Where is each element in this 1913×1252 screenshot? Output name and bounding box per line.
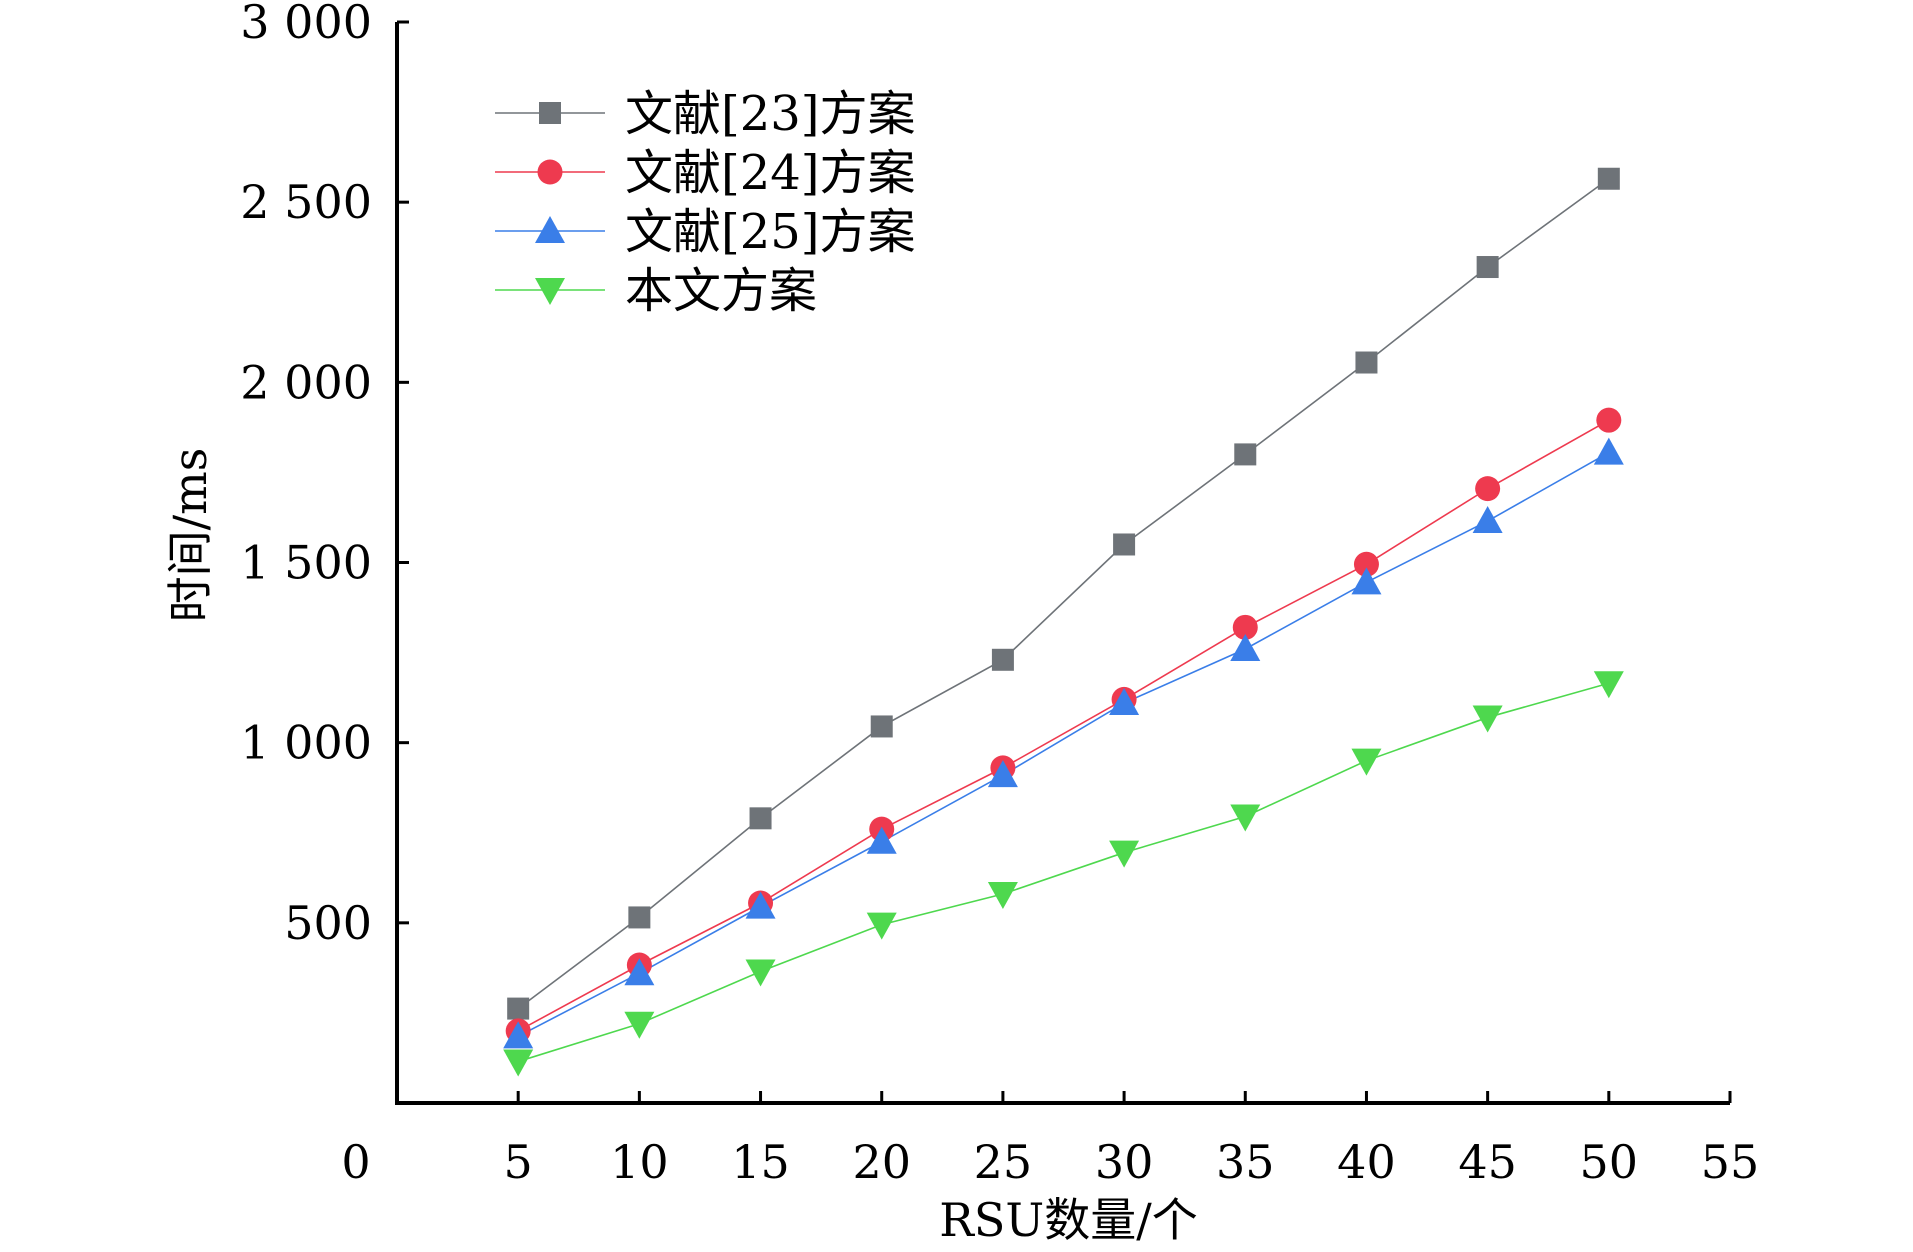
legend-marker [537, 159, 563, 185]
y-tick-label: 1 500 [240, 536, 372, 590]
x-tick-label: 50 [1580, 1135, 1639, 1189]
x-axis-title: RSU数量/个 [939, 1193, 1197, 1247]
data-point [1234, 443, 1257, 466]
data-point [1109, 840, 1140, 868]
data-point [987, 760, 1018, 788]
legend-marker [539, 102, 561, 124]
series-line [517, 419, 1610, 1032]
data-point [624, 1011, 655, 1039]
x-tick-label: 10 [610, 1135, 669, 1189]
y-axis-title: 时间/ms [163, 448, 217, 623]
legend-label: 文献[23]方案 [625, 86, 916, 142]
y-tick-label: 2 000 [240, 355, 372, 409]
x-tick-label: 25 [974, 1135, 1033, 1189]
legend-label: 文献[24]方案 [625, 145, 916, 201]
data-point [1355, 351, 1378, 374]
x-tick-label: 35 [1216, 1135, 1275, 1189]
x-tick-label: 20 [852, 1135, 911, 1189]
axes: 500 1 000 1 500 2 000 2 500 3 000 0 5 10 15 20 25 30… [163, 0, 1759, 1247]
data-point [1232, 614, 1258, 640]
data-point [1109, 688, 1140, 716]
legend-marker [535, 278, 565, 305]
data-point [1593, 437, 1624, 465]
data-point [503, 1049, 534, 1077]
legend-label: 本文方案 [625, 263, 817, 319]
data-point [866, 912, 897, 940]
y-tick-label: 2 500 [240, 175, 372, 229]
x-tick-label: 45 [1458, 1135, 1517, 1189]
data-point [1351, 748, 1382, 776]
data-point [1351, 567, 1382, 595]
data-point [1472, 705, 1503, 733]
series-markers [503, 167, 1624, 1077]
data-point [991, 648, 1014, 671]
y-tick-label: 3 000 [240, 0, 372, 49]
data-point [628, 906, 651, 929]
data-point [1113, 533, 1136, 556]
series-line [517, 682, 1610, 1063]
series-line [517, 451, 1610, 1038]
data-point [987, 882, 1018, 910]
data-point [1596, 407, 1622, 433]
legend-marker [535, 216, 565, 243]
data-point [1597, 167, 1620, 190]
x-tick-label: 55 [1701, 1135, 1760, 1189]
data-point [745, 959, 776, 987]
data-point [1230, 804, 1261, 832]
data-point [745, 891, 776, 919]
series-line [517, 178, 1610, 1010]
x-tick-label: 30 [1095, 1135, 1154, 1189]
data-point [1353, 551, 1379, 577]
data-point [1475, 476, 1501, 502]
x-tick-label: 0 [341, 1135, 370, 1189]
y-tick-label: 1 000 [240, 716, 372, 770]
y-tick-label: 500 [284, 896, 372, 950]
data-point [1593, 671, 1624, 699]
data-point [749, 807, 772, 830]
x-tick-label: 5 [504, 1135, 533, 1189]
x-tick-label: 15 [731, 1135, 790, 1189]
x-tick-label: 40 [1337, 1135, 1396, 1189]
data-point [1472, 506, 1503, 534]
legend-label: 文献[25]方案 [625, 204, 916, 260]
data-point [507, 997, 530, 1020]
data-point [866, 826, 897, 854]
data-point [1476, 256, 1499, 279]
data-point [1230, 633, 1261, 661]
data-point [870, 715, 893, 738]
data-point [503, 1021, 534, 1049]
data-point [624, 958, 655, 986]
series-lines [517, 178, 1610, 1063]
